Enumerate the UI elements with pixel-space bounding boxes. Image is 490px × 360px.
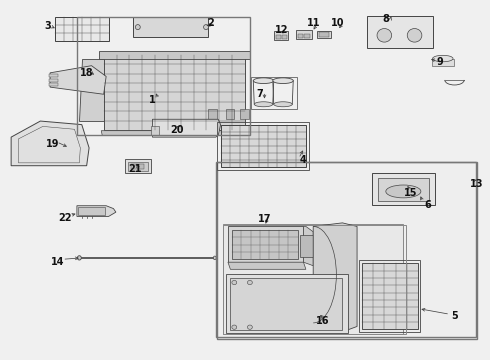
Bar bbox=[77, 18, 250, 135]
Bar bbox=[372, 173, 435, 205]
Polygon shape bbox=[11, 121, 89, 166]
Bar bbox=[240, 109, 249, 119]
Ellipse shape bbox=[254, 102, 273, 107]
Bar bbox=[49, 78, 58, 82]
Bar bbox=[276, 35, 281, 39]
Polygon shape bbox=[77, 206, 116, 216]
Ellipse shape bbox=[377, 28, 392, 42]
Text: 5: 5 bbox=[451, 311, 458, 321]
Text: 8: 8 bbox=[383, 14, 390, 24]
Bar bbox=[282, 35, 287, 39]
Bar bbox=[304, 33, 310, 38]
Bar bbox=[78, 207, 105, 215]
Text: 13: 13 bbox=[470, 179, 483, 189]
Text: 12: 12 bbox=[275, 25, 288, 35]
Bar bbox=[318, 32, 329, 37]
Bar bbox=[274, 31, 288, 40]
Bar bbox=[367, 16, 433, 48]
Text: 2: 2 bbox=[208, 18, 214, 28]
Ellipse shape bbox=[232, 325, 237, 329]
Text: 10: 10 bbox=[331, 18, 344, 28]
Bar bbox=[226, 274, 348, 333]
Bar bbox=[377, 178, 429, 202]
Bar bbox=[362, 263, 418, 329]
Bar bbox=[55, 18, 109, 41]
Text: 6: 6 bbox=[424, 200, 431, 210]
Bar bbox=[208, 109, 217, 119]
Bar bbox=[104, 55, 245, 130]
Polygon shape bbox=[50, 66, 106, 94]
Ellipse shape bbox=[247, 325, 252, 329]
Text: 18: 18 bbox=[80, 68, 94, 78]
Text: 21: 21 bbox=[128, 164, 142, 174]
Ellipse shape bbox=[135, 24, 140, 30]
Polygon shape bbox=[152, 119, 220, 137]
Bar bbox=[225, 109, 234, 119]
Polygon shape bbox=[432, 59, 454, 66]
Polygon shape bbox=[313, 223, 357, 332]
Bar bbox=[99, 51, 250, 59]
Bar bbox=[220, 125, 306, 167]
Ellipse shape bbox=[274, 102, 292, 107]
Polygon shape bbox=[228, 226, 303, 262]
Text: 7: 7 bbox=[256, 89, 263, 99]
Text: 19: 19 bbox=[46, 139, 59, 149]
Text: 3: 3 bbox=[44, 21, 51, 31]
Text: 16: 16 bbox=[316, 316, 330, 326]
Bar bbox=[230, 278, 343, 330]
Polygon shape bbox=[303, 226, 313, 266]
Bar bbox=[359, 260, 420, 332]
Bar bbox=[133, 18, 208, 37]
Bar bbox=[232, 230, 297, 259]
Ellipse shape bbox=[232, 280, 237, 285]
Text: 22: 22 bbox=[58, 212, 72, 222]
Bar bbox=[49, 74, 58, 77]
Ellipse shape bbox=[386, 185, 421, 198]
Text: 17: 17 bbox=[258, 214, 271, 224]
Bar bbox=[296, 30, 312, 39]
Bar bbox=[217, 162, 477, 339]
Bar bbox=[151, 126, 159, 135]
Text: 4: 4 bbox=[300, 156, 307, 165]
Bar bbox=[223, 225, 406, 334]
Bar bbox=[49, 83, 58, 86]
Bar bbox=[128, 162, 147, 171]
Text: 14: 14 bbox=[50, 257, 64, 267]
Text: 9: 9 bbox=[437, 57, 443, 67]
Ellipse shape bbox=[433, 55, 453, 62]
Polygon shape bbox=[228, 262, 306, 269]
Text: 11: 11 bbox=[306, 18, 320, 28]
Ellipse shape bbox=[247, 280, 252, 285]
Bar bbox=[130, 163, 144, 169]
Text: 15: 15 bbox=[404, 188, 417, 198]
Ellipse shape bbox=[253, 78, 274, 84]
Bar bbox=[124, 159, 151, 173]
Bar bbox=[297, 33, 303, 38]
Ellipse shape bbox=[273, 78, 293, 84]
Bar bbox=[251, 77, 297, 109]
Bar bbox=[217, 122, 309, 170]
Ellipse shape bbox=[77, 256, 81, 260]
Ellipse shape bbox=[203, 24, 208, 30]
Bar bbox=[317, 31, 331, 38]
Ellipse shape bbox=[407, 28, 422, 42]
Polygon shape bbox=[101, 131, 245, 135]
Polygon shape bbox=[79, 59, 104, 121]
Ellipse shape bbox=[213, 256, 216, 260]
Text: 20: 20 bbox=[170, 125, 184, 135]
Bar bbox=[299, 235, 313, 257]
Bar bbox=[223, 224, 403, 334]
Bar bbox=[216, 162, 476, 337]
Text: 1: 1 bbox=[149, 95, 156, 105]
